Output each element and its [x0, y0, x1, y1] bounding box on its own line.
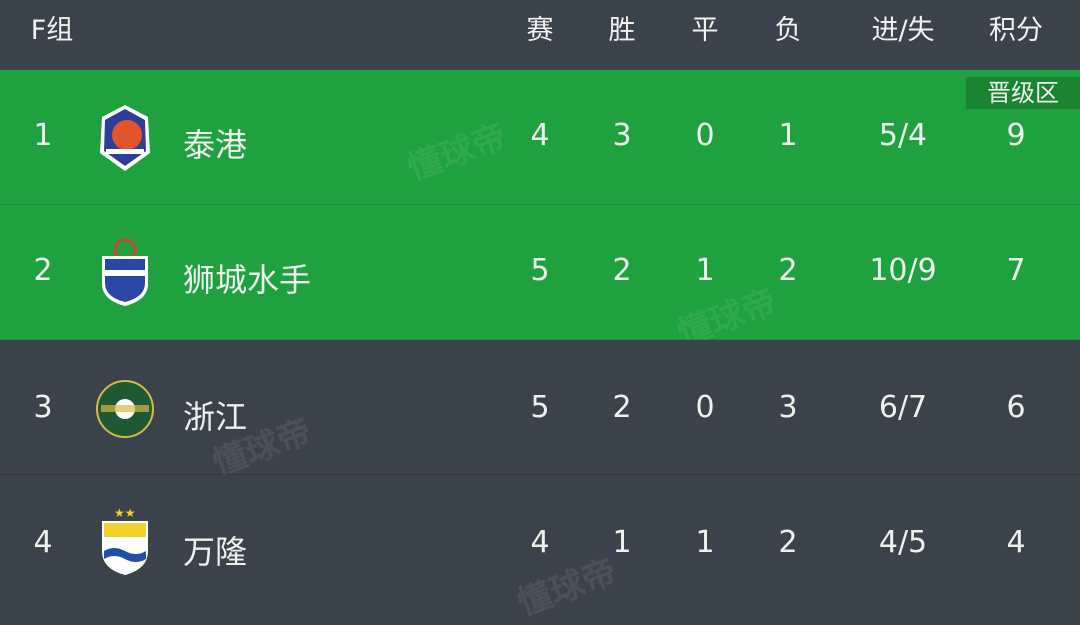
- team-name[interactable]: 泰港: [183, 126, 248, 164]
- won: 2: [612, 253, 632, 288]
- lost: 3: [778, 390, 798, 425]
- drawn: 0: [695, 390, 715, 425]
- won: 1: [612, 525, 632, 560]
- col-played: 赛: [526, 15, 554, 46]
- team-name[interactable]: 狮城水手: [183, 261, 312, 299]
- persib-crest-icon: ★★: [102, 507, 148, 575]
- rank: 2: [33, 253, 53, 288]
- goals: 6/7: [878, 390, 928, 425]
- played: 5: [530, 390, 550, 425]
- won: 2: [612, 390, 632, 425]
- col-lost: 负: [774, 15, 802, 46]
- group-label: F组: [30, 15, 74, 46]
- drawn: 1: [695, 525, 715, 560]
- table-header: F组 赛 胜 平 负 进/失 积分: [0, 0, 1080, 70]
- team-name[interactable]: 万隆: [183, 533, 248, 571]
- rank: 1: [33, 118, 53, 153]
- table-row[interactable]: 3 浙江 5 2 0 3 6/7 6 懂球帝: [0, 340, 1080, 484]
- col-drawn: 平: [691, 15, 719, 46]
- points: 7: [1006, 253, 1026, 288]
- played: 5: [530, 253, 550, 288]
- lost: 2: [778, 253, 798, 288]
- qualify-badge: 晋级区: [966, 77, 1080, 109]
- played: 4: [530, 525, 550, 560]
- goals: 10/9: [869, 253, 937, 288]
- col-points: 积分: [989, 15, 1043, 46]
- col-won: 胜: [608, 15, 636, 46]
- drawn: 0: [695, 118, 715, 153]
- points: 6: [1006, 390, 1026, 425]
- watermark: 懂球帝: [402, 116, 512, 190]
- lost: 1: [778, 118, 798, 153]
- goals: 5/4: [878, 118, 928, 153]
- table-row[interactable]: 4 ★★ 万隆 4 1 1 2 4/5 4 懂球帝: [0, 475, 1080, 624]
- table-row[interactable]: 2 狮城水手 5 2 1 2 10/9 7 懂球帝: [0, 205, 1080, 354]
- lost: 2: [778, 525, 798, 560]
- table-row[interactable]: 晋级区 1 泰港 4 3 0 1 5/4 9 懂球帝: [0, 70, 1080, 205]
- points: 4: [1006, 525, 1026, 560]
- watermark: 懂球帝: [512, 551, 622, 625]
- played: 4: [530, 118, 550, 153]
- zhejiang-crest-icon: [96, 380, 154, 438]
- svg-text:★★: ★★: [114, 507, 136, 520]
- team-name[interactable]: 浙江: [183, 398, 248, 436]
- won: 3: [612, 118, 632, 153]
- rank: 3: [33, 390, 53, 425]
- rank: 4: [33, 525, 53, 560]
- goals: 4/5: [878, 525, 928, 560]
- points: 9: [1006, 118, 1026, 153]
- port-fc-crest-icon: [100, 105, 150, 171]
- col-goals: 进/失: [871, 15, 935, 46]
- lion-city-sailors-crest-icon: [102, 238, 148, 306]
- drawn: 1: [695, 253, 715, 288]
